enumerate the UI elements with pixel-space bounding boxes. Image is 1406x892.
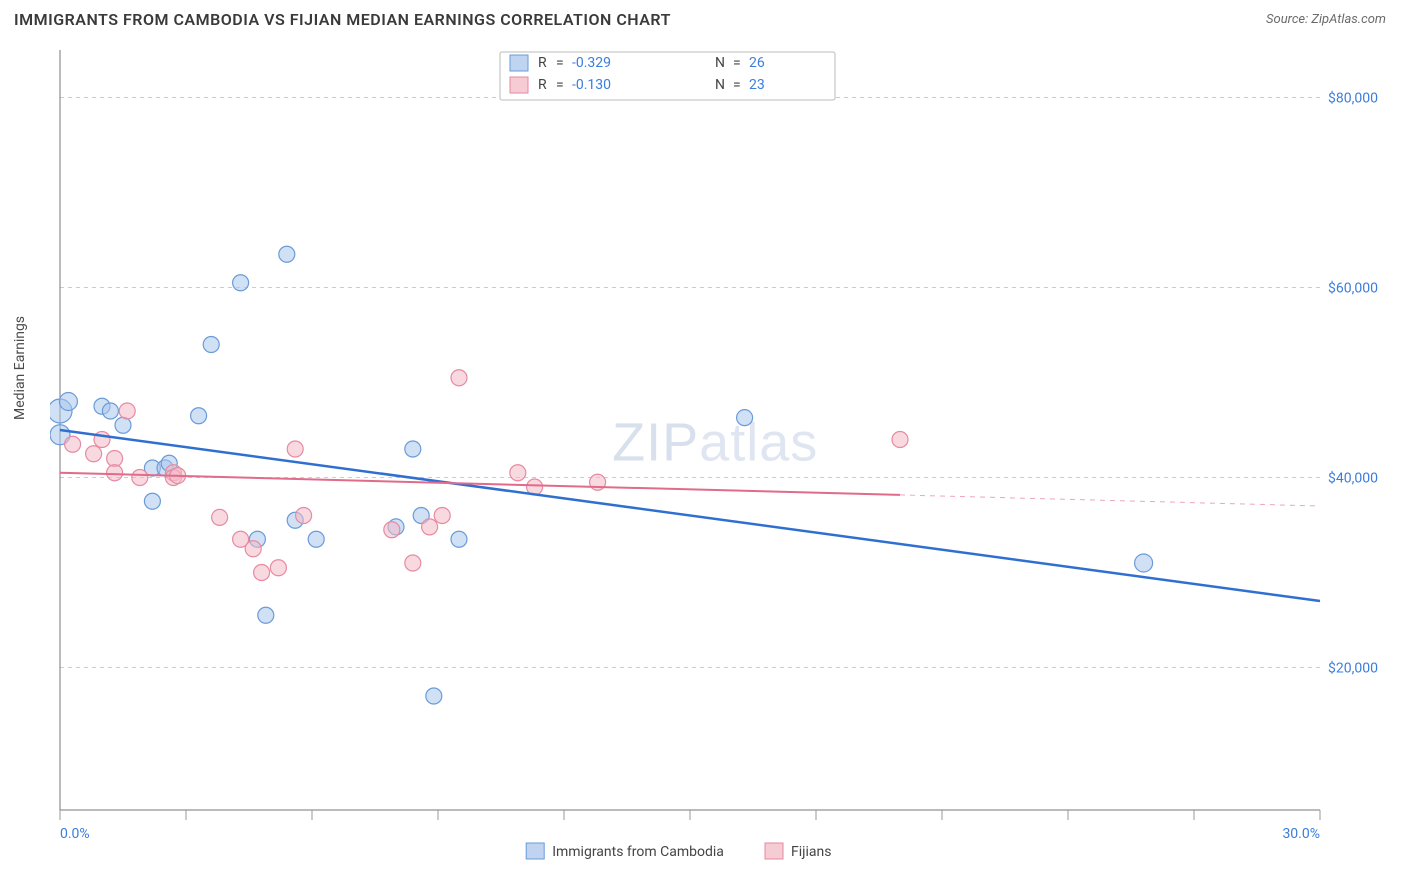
y-tick-label: $20,000	[1328, 660, 1378, 677]
data-point	[296, 508, 312, 524]
correlation-legend	[500, 52, 835, 100]
y-tick-label: $40,000	[1328, 470, 1378, 487]
data-point	[86, 446, 102, 462]
trend-line-dashed	[900, 495, 1320, 506]
svg-text:R: R	[538, 77, 547, 93]
data-point	[308, 531, 324, 547]
data-point	[119, 403, 135, 419]
data-point	[510, 465, 526, 481]
legend-series-label: Fijians	[791, 844, 831, 860]
data-point	[254, 565, 270, 581]
data-point	[422, 519, 438, 535]
data-point	[1135, 554, 1153, 572]
data-point	[132, 470, 148, 486]
data-point	[279, 246, 295, 262]
data-point	[405, 555, 421, 571]
y-tick-label: $80,000	[1328, 90, 1378, 107]
svg-text:=: =	[733, 77, 741, 93]
data-point	[107, 451, 123, 467]
data-point	[258, 607, 274, 623]
data-point	[245, 541, 261, 557]
data-point	[203, 337, 219, 353]
legend-swatch	[510, 55, 528, 71]
svg-text:R: R	[538, 55, 547, 71]
legend-n-value: 23	[749, 77, 765, 93]
svg-text:=: =	[556, 55, 564, 71]
chart-title: IMMIGRANTS FROM CAMBODIA VS FIJIAN MEDIA…	[14, 10, 671, 29]
data-point	[426, 688, 442, 704]
legend-swatch	[526, 843, 544, 859]
y-axis-label: Median Earnings	[12, 316, 28, 420]
data-point	[102, 403, 118, 419]
data-point	[144, 493, 160, 509]
legend-series-label: Immigrants from Cambodia	[552, 844, 724, 860]
svg-text:=: =	[556, 77, 564, 93]
data-point	[434, 508, 450, 524]
trend-line	[60, 473, 900, 495]
y-tick-label: $60,000	[1328, 280, 1378, 297]
data-point	[59, 393, 77, 411]
watermark: ZIPatlas	[612, 412, 818, 472]
data-point	[287, 441, 303, 457]
legend-n-value: 26	[749, 55, 765, 71]
legend-r-value: -0.130	[572, 77, 611, 93]
chart-container: $20,000 $40,000 $60,000 $80,000 ZIPatlas 0.0%…	[50, 40, 1391, 880]
x-tick-max: 30.0%	[1282, 826, 1320, 842]
scatter-chart: $20,000 $40,000 $60,000 $80,000 ZIPatlas 0.0%…	[50, 40, 1380, 880]
data-point	[270, 560, 286, 576]
data-point	[384, 522, 400, 538]
svg-text:=: =	[733, 55, 741, 71]
legend-swatch	[765, 843, 783, 859]
legend-swatch	[510, 77, 528, 93]
data-point	[451, 370, 467, 386]
source-label: Source: ZipAtlas.com	[1266, 12, 1386, 27]
data-point	[115, 417, 131, 433]
svg-text:N: N	[715, 77, 725, 93]
data-point	[191, 408, 207, 424]
legend-r-value: -0.329	[572, 55, 611, 71]
data-point	[212, 509, 228, 525]
data-point	[737, 410, 753, 426]
data-point	[107, 465, 123, 481]
data-point	[233, 275, 249, 291]
x-tick-min: 0.0%	[60, 826, 90, 842]
data-point	[451, 531, 467, 547]
svg-text:N: N	[715, 55, 725, 71]
data-point	[405, 441, 421, 457]
data-point	[892, 432, 908, 448]
data-point	[65, 436, 81, 452]
